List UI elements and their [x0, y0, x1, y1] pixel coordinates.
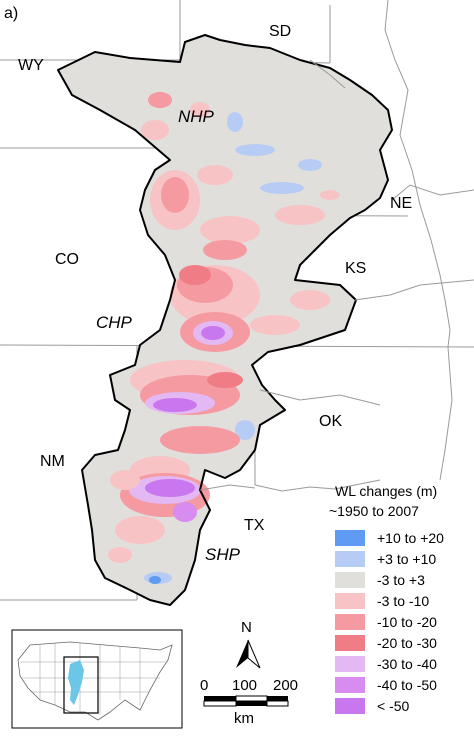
legend-item: +3 to +10: [335, 549, 474, 569]
legend-swatch: [335, 635, 365, 651]
subregion-label-nhp: NHP: [178, 107, 214, 126]
legend-swatch: [335, 593, 365, 609]
state-label-ok: OK: [319, 413, 343, 430]
legend-item: -3 to -10: [335, 591, 474, 611]
scale-tick-100: 100: [232, 677, 258, 694]
state-label-sd: SD: [269, 23, 292, 40]
scale-unit: km: [234, 710, 254, 727]
north-label: N: [241, 619, 252, 636]
legend-swatch: [335, 677, 365, 693]
conus-locator-map-icon: [11, 629, 183, 729]
north-arrow-icon: [236, 639, 261, 669]
legend-item-label: < -50: [377, 698, 410, 714]
legend-item-label: -3 to -10: [377, 593, 430, 609]
legend-swatch: [335, 530, 365, 546]
legend-item-label: -30 to -40: [377, 656, 437, 672]
state-label-nm: NM: [40, 453, 65, 470]
legend-item: -30 to -40: [335, 654, 474, 674]
rivers: [199, 59, 474, 491]
legend-item: -3 to +3: [335, 570, 474, 590]
scale-tick-200: 200: [273, 677, 299, 694]
scale-tick-0: 0: [200, 677, 209, 694]
legend-period: ~1950 to 2007: [329, 503, 419, 519]
legend-swatch: [335, 698, 365, 714]
state-label-ne: NE: [390, 195, 413, 212]
legend-item: -40 to -50: [335, 675, 474, 695]
legend-title: WL changes (m): [335, 483, 438, 499]
aquifer-outline: [57, 34, 393, 606]
legend-item: -20 to -30: [335, 633, 474, 653]
subregion-label-shp: SHP: [205, 545, 240, 564]
state-label-ks: KS: [345, 260, 367, 277]
legend-item-label: -40 to -50: [377, 677, 437, 693]
legend-item-label: -10 to -20: [377, 614, 437, 630]
state-label-wy: WY: [18, 57, 44, 74]
legend-item-label: +3 to +10: [377, 551, 437, 567]
legend-item-label: -3 to +3: [377, 572, 425, 588]
state-label-tx: TX: [244, 517, 265, 534]
legend-item: < -50: [335, 696, 474, 716]
scale-bar: [203, 695, 289, 707]
legend-swatch: [335, 656, 365, 672]
legend-item-label: -20 to -30: [377, 635, 437, 651]
state-label-co: CO: [55, 251, 79, 268]
legend-item: -10 to -20: [335, 612, 474, 632]
legend-swatch: [335, 551, 365, 567]
panel-label: a): [4, 5, 19, 22]
legend-item-label: +10 to +20: [377, 530, 444, 546]
wl-change-patches: [108, 92, 340, 584]
subregion-label-chp: CHP: [96, 313, 132, 332]
legend-item: +10 to +20: [335, 528, 474, 548]
legend-swatch: [335, 572, 365, 588]
legend-swatch: [335, 614, 365, 630]
